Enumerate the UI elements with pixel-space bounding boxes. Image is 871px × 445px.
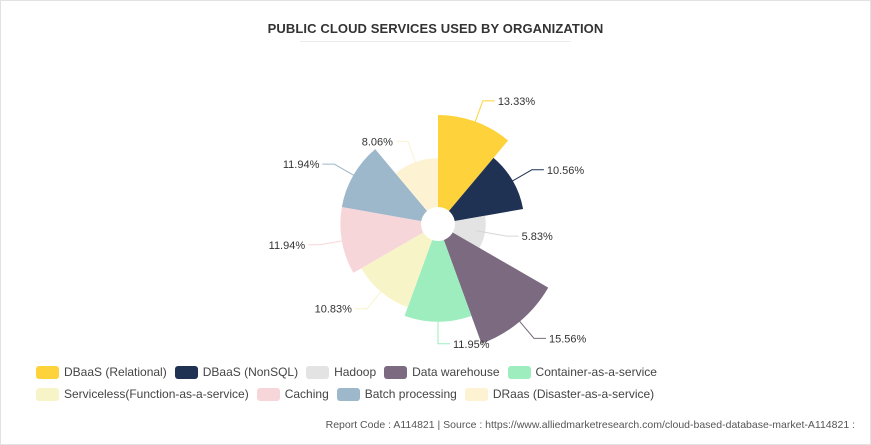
center-hole [421,207,455,241]
wedge-dbaas-nonsql[interactable] [438,157,524,224]
legend-swatch [336,387,360,401]
wedge-caching[interactable] [340,207,438,273]
leader-container-as-a-service [437,304,450,345]
legend-swatch [384,365,408,379]
legend-item-serviceless-function-as-a-service[interactable]: Serviceless(Function-as-a-service) [36,386,249,402]
data-label-caching: 11.94% [269,240,306,252]
data-label-dbaas-nonsql: 10.56% [547,165,585,177]
leader-hadoop [476,230,519,237]
legend-swatch [174,365,198,379]
data-label-data-warehouse: 15.56% [549,333,587,345]
legend-item-dbaas-nonsql[interactable]: DBaaS (NonSQL) [174,364,299,380]
legend-item-hadoop[interactable]: Hadoop [306,364,376,380]
data-label-batch-processing: 11.94% [283,159,320,171]
legend-label: DBaaS (NonSQL) [202,365,299,379]
legend-label: Caching [284,387,329,401]
wedge-container-as-a-service[interactable] [404,224,472,322]
leader-dbaas-nonsql [499,169,544,190]
wedge-batch-processing[interactable] [341,149,438,224]
wedge-dbaas-relational[interactable] [438,114,509,224]
leader-caching [308,237,360,246]
legend-label: Data warehouse [412,365,500,379]
leader-batch-processing [322,163,369,185]
data-label-container-as-a-service: 11.95% [453,339,490,351]
legend-item-data-warehouse[interactable]: Data warehouse [384,364,500,380]
legend-item-draas-disaster-as-a-service[interactable]: DRaas (Disaster-as-a-service) [464,386,655,402]
legend-label: Serviceless(Function-as-a-service) [64,387,249,401]
leader-serviceless-function-as-a-service [354,279,392,310]
data-label-serviceless-function-as-a-service: 10.83% [315,304,353,316]
legend-label: Container-as-a-service [535,365,657,379]
legend-swatch [36,365,59,379]
leader-dbaas-relational [468,100,495,141]
data-label-hadoop: 5.83% [522,231,553,243]
chart-legend: DBaaS (Relational) DBaaS (NonSQL) Hadoop Da… [36,364,856,402]
legend-item-container-as-a-service[interactable]: Container-as-a-service [507,364,657,380]
chart-title: PUBLIC CLOUD SERVICES USED BY ORGANIZATI… [267,21,604,36]
wedge-draas-disaster-as-a-service[interactable] [395,158,438,224]
legend-label: DRaas (Disaster-as-a-service) [492,387,655,401]
data-label-draas-disaster-as-a-service: 8.06% [362,136,393,148]
legend-item-batch-processing[interactable]: Batch processing [336,386,457,402]
legend-swatch [464,387,488,401]
legend-label: DBaaS (Relational) [64,365,167,379]
leader-data-warehouse [504,303,546,339]
legend-swatch [256,387,280,401]
wedge-serviceless-function-as-a-service[interactable] [361,224,438,308]
legend-item-caching[interactable]: Caching [256,386,329,402]
legend-label: Hadoop [334,365,377,379]
report-footer: Report Code : A114821 | Source : https:/… [325,419,855,431]
legend-swatch [507,365,531,379]
legend-swatch [36,387,59,401]
leader-draas-disaster-as-a-service [395,140,420,174]
legend-swatch [306,365,330,379]
wedge-data-warehouse[interactable] [438,224,549,344]
data-label-dbaas-relational: 13.33% [498,96,536,108]
title-underline [300,41,571,42]
legend-item-dbaas-relational[interactable]: DBaaS (Relational) [36,364,167,380]
legend-label: Batch processing [364,387,457,401]
